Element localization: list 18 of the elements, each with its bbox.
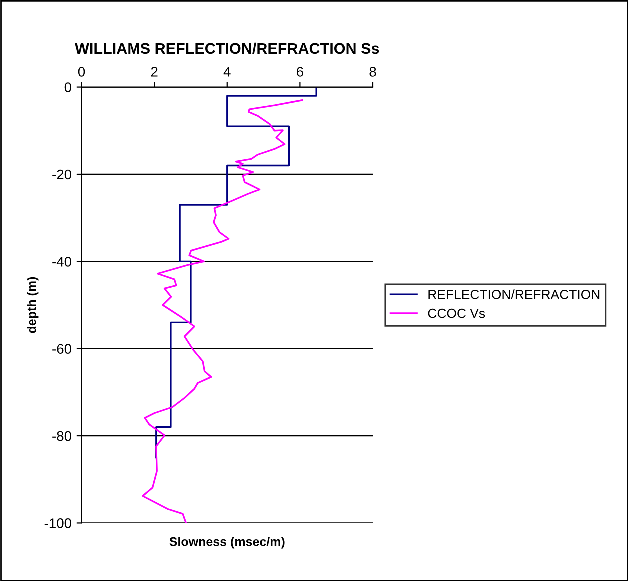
y-tick-label: -20 — [52, 170, 72, 180]
y-axis-title: depth (m) — [27, 277, 39, 334]
x-tick-label: 6 — [297, 67, 304, 77]
legend-label: REFLECTION/REFRACTION — [428, 290, 600, 300]
x-tick-label: 8 — [370, 67, 376, 77]
y-tick-label: -80 — [52, 431, 72, 442]
line-series — [142, 100, 304, 524]
y-tick-label: 0 — [64, 82, 72, 92]
legend-label: CCOC Vs — [428, 308, 486, 318]
line-series — [156, 87, 318, 459]
chart-title: WILLIAMS REFLECTION/REFRACTION Ss — [75, 42, 380, 54]
y-tick-label: -100 — [44, 518, 72, 528]
x-tick-label: 0 — [78, 67, 86, 77]
x-tick-label: 4 — [224, 67, 231, 77]
x-tick-label: 2 — [151, 67, 158, 77]
y-tick-label: -60 — [52, 344, 72, 354]
x-axis-title: Slowness (msec/m) — [170, 537, 285, 549]
y-tick-label: -40 — [52, 257, 72, 267]
